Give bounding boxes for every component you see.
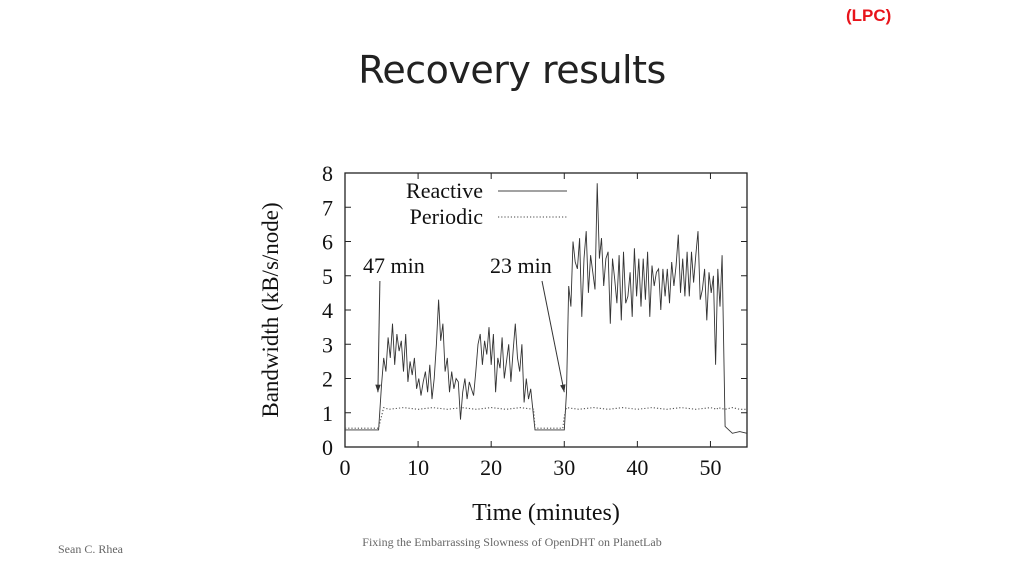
lpc-tag: (LPC): [846, 6, 892, 25]
y-tick-label: 7: [322, 195, 333, 220]
x-axis-label: Time (minutes): [472, 500, 620, 526]
y-tick-label: 4: [322, 298, 333, 323]
plot-frame: [344, 172, 748, 448]
chart-canvas: 0 10 20 30 40 50 0 1 2 3 4 5 6 7 8 47 min 23 min Reacti…: [258, 161, 748, 526]
y-axis-label: Bandwidth (kB/s/node): [258, 202, 283, 417]
annotation-label: 47 min: [363, 253, 425, 278]
series-line-reactive: [345, 183, 748, 434]
legend-label-reactive: Reactive: [406, 178, 483, 203]
y-tick-label: 8: [322, 161, 333, 186]
annotation-arrowhead: [375, 384, 381, 393]
axis-ticks: 0 10 20 30 40 50 0 1 2 3 4 5 6 7 8: [322, 161, 747, 480]
y-tick-label: 1: [322, 401, 333, 426]
y-tick-label: 6: [322, 230, 333, 255]
x-tick-label: 0: [340, 455, 351, 480]
annotation-label: 23 min: [490, 253, 552, 278]
slide-title: Recovery results: [358, 48, 666, 92]
annotation-arrow: [377, 280, 381, 393]
author-footer: Sean C. Rhea: [58, 542, 123, 556]
x-tick-label: 50: [699, 455, 721, 480]
legend-label-periodic: Periodic: [410, 204, 484, 229]
y-tick-label: 3: [322, 332, 333, 357]
y-tick-label: 2: [322, 367, 333, 392]
y-tick-label: 5: [322, 264, 333, 289]
talk-title-footer: Fixing the Embarrassing Slowness of Open…: [362, 535, 662, 549]
annotation-arrowhead: [560, 384, 566, 393]
plot-area: [345, 183, 748, 434]
x-tick-label: 20: [480, 455, 502, 480]
x-tick-label: 30: [553, 455, 575, 480]
x-tick-label: 10: [407, 455, 429, 480]
x-tick-label: 40: [626, 455, 648, 480]
annotation-arrow: [541, 280, 565, 393]
bandwidth-chart: 0 10 20 30 40 50 0 1 2 3 4 5 6 7 8 47 min 23 min Reacti…: [250, 155, 770, 540]
annotations: 47 min 23 min: [363, 253, 566, 393]
y-tick-label: 0: [322, 435, 333, 460]
